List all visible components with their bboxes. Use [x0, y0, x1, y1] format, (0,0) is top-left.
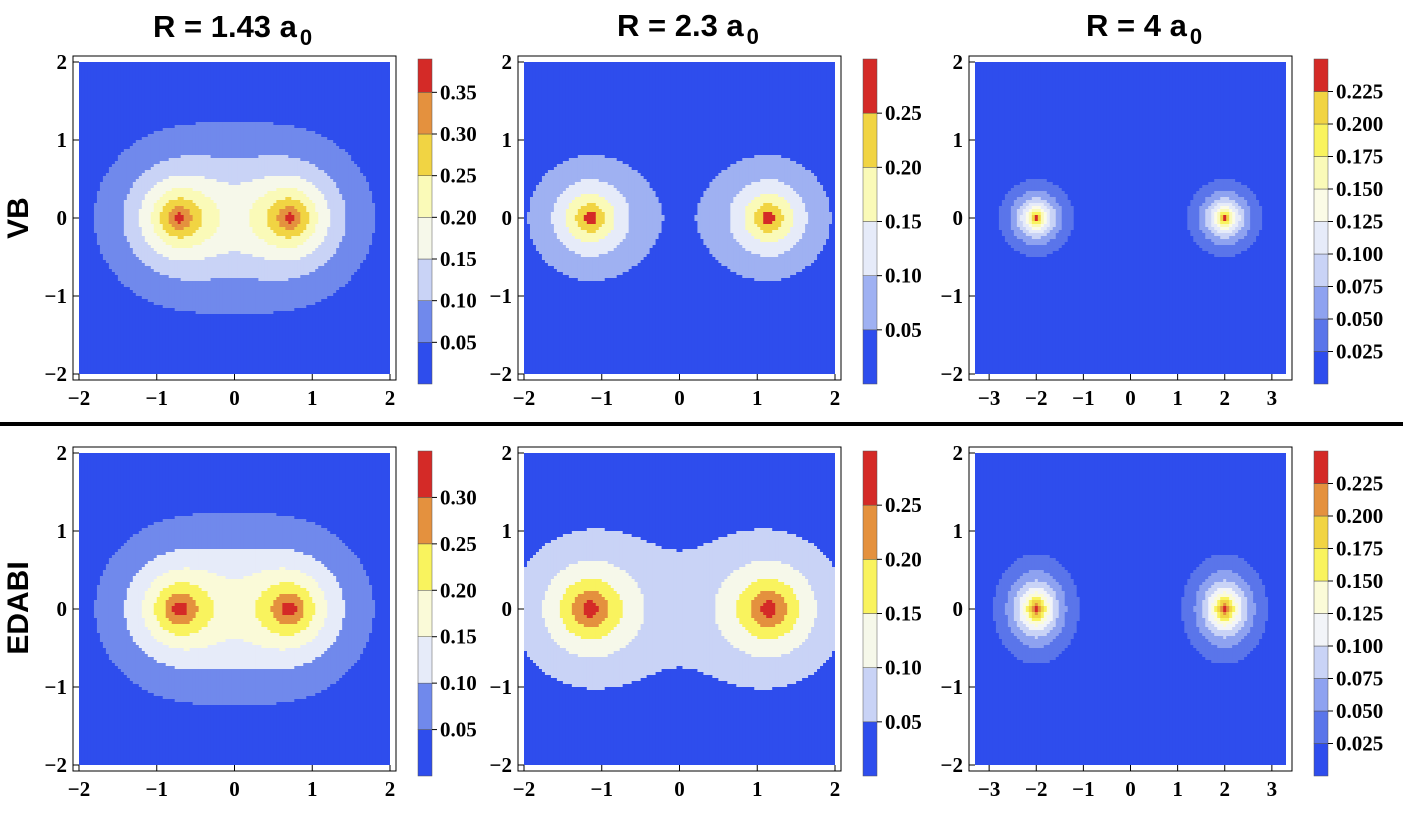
- row-label-vb: VB: [2, 197, 35, 239]
- plot-area: [79, 62, 391, 375]
- row-divider: [0, 422, 1403, 426]
- row-label-edabi: EDABI: [2, 561, 35, 654]
- contour-panel-1: −2 −1 0 1 2210−1−20.050.100.150.200.250.300.…: [45, 50, 477, 410]
